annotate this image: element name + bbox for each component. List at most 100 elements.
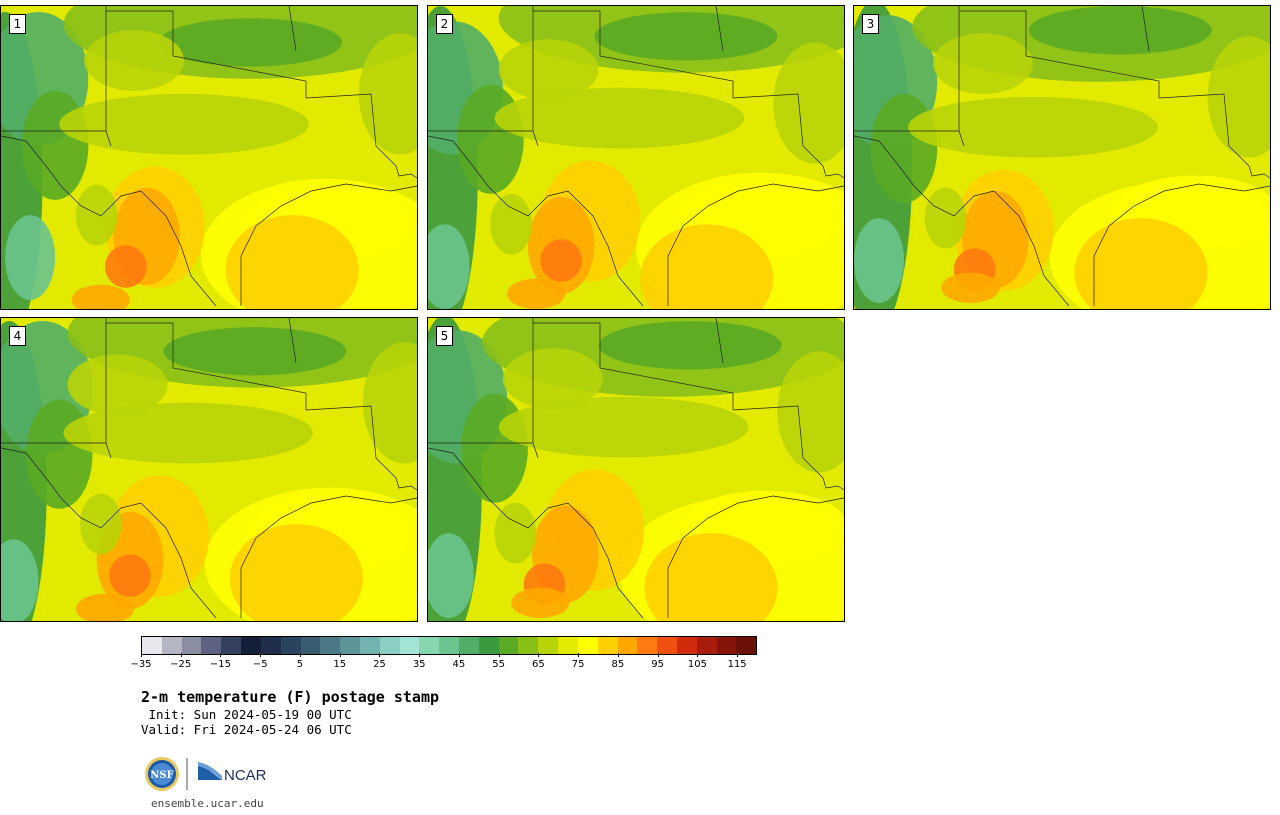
boundary-line (240, 183, 417, 306)
colorbar-swatch (379, 637, 400, 654)
colorbar-tick-label: −5 (252, 659, 268, 670)
logo-group: NSF NCAR (144, 756, 284, 792)
panel-number-label: 2 (436, 14, 453, 34)
temperature-region (870, 93, 938, 203)
temperature-region (1074, 218, 1208, 309)
panel-number-label: 1 (9, 14, 26, 34)
boundary-line (305, 405, 397, 479)
temperature-colorbar (141, 636, 757, 655)
stamp-panel-1: 1 (0, 5, 418, 310)
colorbar-swatch (300, 637, 321, 654)
temperature-region (84, 30, 184, 91)
temperature-region (594, 12, 778, 61)
temperature-region (225, 215, 359, 309)
panel-number-label: 3 (862, 14, 879, 34)
temperature-region (63, 402, 313, 464)
stamp-panel-3: 3 (853, 5, 1271, 310)
nsf-logo: NSF (145, 757, 179, 791)
panel-number-label: 5 (436, 326, 453, 346)
colorbar-tick-label: 85 (611, 659, 625, 670)
temperature-region (511, 587, 570, 618)
temperature-region (5, 215, 56, 300)
colorbar-tick-mark (458, 653, 460, 657)
boundary-line (1093, 183, 1270, 306)
boundary-line (822, 477, 844, 491)
boundary-line (428, 135, 644, 307)
colorbar-swatch (280, 637, 301, 654)
colorbar-tick-mark (220, 653, 222, 657)
boundary-line (715, 318, 724, 364)
stamp-panel-5: 5 (427, 317, 845, 622)
colorbar-tick-mark (141, 653, 142, 657)
boundary-line (732, 405, 824, 479)
temperature-region (490, 193, 532, 255)
boundary-line (105, 442, 112, 459)
boundary-line (106, 322, 307, 410)
stamp-panel-4: 4 (0, 317, 418, 622)
colorbar-swatch (201, 637, 222, 654)
temperature-region (159, 18, 343, 67)
boundary-line (667, 495, 844, 618)
boundary-line (288, 6, 297, 52)
temperature-region (933, 33, 1033, 94)
colorbar-ticks: −35 −25 −15 −5 5 15 25 35 45 55 65 75 85 95 105 115 (130, 653, 757, 673)
temperature-region (502, 348, 603, 409)
valid-time: Valid: Fri 2024-05-24 06 UTC (141, 722, 352, 737)
colorbar-tick-mark (737, 653, 739, 657)
chart-title: 2-m temperature (F) postage stamp (141, 688, 440, 706)
colorbar-swatch (637, 637, 658, 654)
colorbar-swatch (498, 637, 519, 654)
colorbar-tick-label: 5 (296, 659, 304, 670)
colorbar-tick-label: 95 (651, 659, 665, 670)
colorbar-swatch (478, 637, 499, 654)
colorbar-tick-label: 55 (492, 659, 506, 670)
temperature-region (507, 278, 566, 309)
boundary-line (533, 322, 734, 410)
temperature-region (494, 502, 537, 564)
temperature-region (80, 493, 122, 555)
colorbar-swatch (676, 637, 697, 654)
temperature-region (457, 84, 524, 194)
colorbar-swatch (320, 637, 341, 654)
temperature-region (941, 272, 1000, 303)
temperature-map (428, 6, 844, 309)
temperature-region (67, 354, 168, 415)
colorbar-swatch (657, 637, 677, 654)
boundary-line (1141, 6, 1150, 52)
boundary-line (1248, 165, 1270, 179)
temperature-region (498, 396, 749, 458)
temperature-region (1028, 6, 1212, 55)
colorbar-swatch (161, 637, 182, 654)
temperature-region (644, 533, 778, 621)
colorbar-swatch (241, 637, 261, 654)
colorbar-tick-mark (299, 653, 301, 657)
temperature-region (229, 524, 363, 621)
colorbar-tick-label: −15 (209, 659, 232, 670)
colorbar-swatch (558, 637, 578, 654)
boundary-line (395, 477, 417, 491)
colorbar-swatch (439, 637, 459, 654)
temperature-region (1, 539, 39, 621)
temperature-region (540, 239, 582, 282)
boundary-line (667, 183, 844, 306)
temperature-region (494, 87, 745, 149)
colorbar-tick-label: 25 (373, 659, 386, 670)
colorbar-tick-mark (379, 653, 381, 657)
init-time: Init: Sun 2024-05-19 00 UTC (141, 707, 352, 722)
temperature-region (59, 93, 309, 155)
colorbar-tick-label: −25 (170, 659, 192, 670)
colorbar-tick-mark (419, 653, 421, 657)
colorbar-tick-mark (260, 653, 262, 657)
colorbar-swatch (260, 637, 281, 654)
colorbar-tick-label: 65 (532, 659, 545, 670)
colorbar-tick-label: 75 (571, 659, 585, 670)
boundary-line (1, 135, 217, 307)
temperature-region (163, 327, 347, 376)
boundary-line (1158, 93, 1250, 167)
boundary-line (240, 495, 417, 618)
boundary-line (732, 93, 824, 167)
colorbar-swatch (696, 637, 717, 654)
colorbar-tick-mark (498, 653, 500, 657)
boundary-line (959, 10, 1160, 98)
temperature-region (498, 39, 599, 100)
